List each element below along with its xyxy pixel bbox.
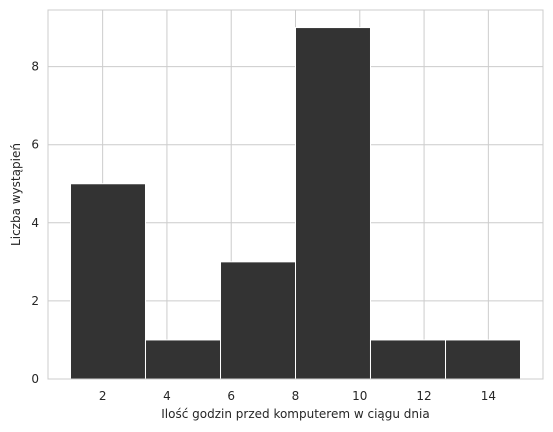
x-tick-label: 12 (416, 389, 431, 403)
x-tick-label: 8 (292, 389, 300, 403)
histogram-bar-5 (369, 339, 447, 380)
y-tick-label: 6 (31, 138, 39, 152)
y-tick-label: 8 (31, 60, 39, 74)
x-tick-label: 6 (227, 389, 235, 403)
x-tick-label: 14 (481, 389, 496, 403)
y-tick-label: 2 (31, 294, 39, 308)
plot-frame (47, 9, 544, 380)
y-tick-label: 4 (31, 216, 39, 230)
x-tick-label: 4 (163, 389, 171, 403)
y-tick-label: 0 (31, 372, 39, 386)
histogram-bar-6 (445, 339, 521, 380)
x-tick-labels: 2 4 6 8 10 12 14 (99, 389, 496, 403)
y-axis-label: Liczba wystąpień (9, 143, 23, 246)
histogram-bar-3 (220, 261, 296, 380)
x-tick-label: 10 (352, 389, 367, 403)
histogram-bar-2 (144, 339, 222, 380)
x-axis-label: Ilość godzin przed komputerem w ciągu dn… (161, 407, 429, 421)
histogram-bar-4 (295, 27, 371, 380)
y-tick-labels: 0 2 4 6 8 (31, 60, 39, 386)
x-tick-label: 2 (99, 389, 107, 403)
bars-group (70, 27, 521, 380)
histogram-bar-1 (70, 183, 146, 380)
